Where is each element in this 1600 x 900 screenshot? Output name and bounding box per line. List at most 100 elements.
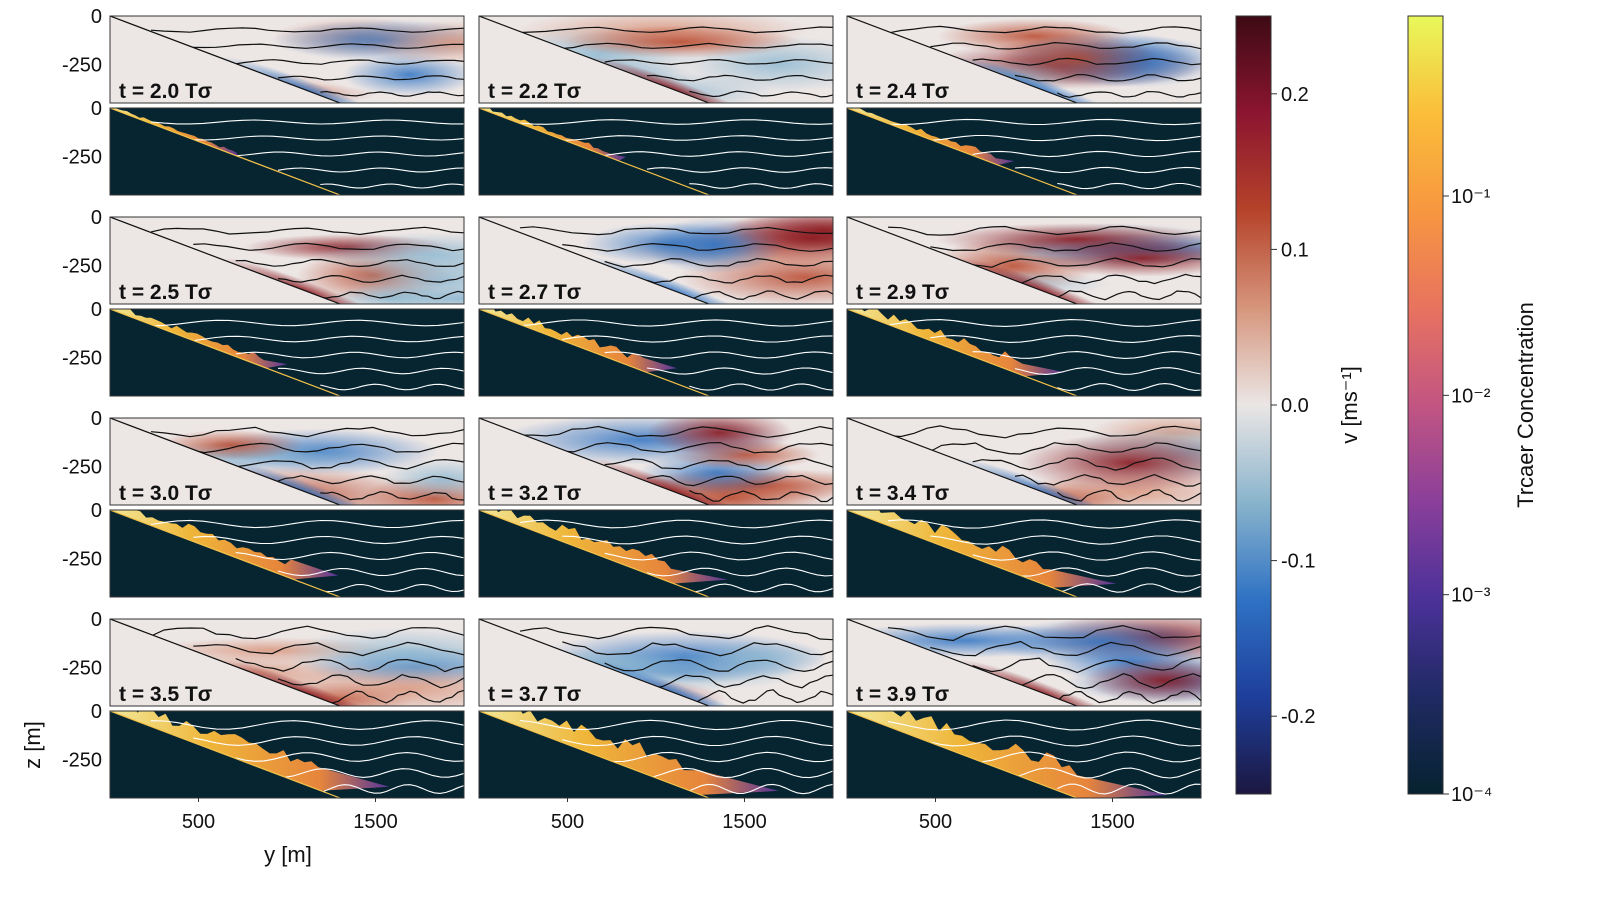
slope-line — [479, 418, 710, 505]
velocity-colorbar-tick-label: -0.2 — [1281, 706, 1315, 728]
slope-line — [110, 108, 341, 195]
velocity-contour — [1014, 673, 1201, 690]
tracer-contour — [689, 583, 833, 593]
panel-time-label: t = 2.4 Tσ — [856, 80, 949, 103]
velocity-contour — [646, 74, 833, 82]
velocity-contour — [519, 625, 833, 641]
z-tick-label: -250 — [62, 54, 102, 76]
velocity-contour — [604, 257, 833, 268]
velocity-contour — [930, 640, 1201, 657]
z-tick-label: -250 — [62, 146, 102, 168]
slope-line — [847, 619, 1078, 706]
z-tick-label: 0 — [91, 98, 102, 120]
velocity-panel-9: t = 3.4 Tσ — [846, 417, 1202, 506]
z-tick-label: -250 — [62, 548, 102, 570]
velocity-panel-6: t = 2.9 Tσ — [846, 216, 1202, 305]
velocity-contour — [193, 442, 464, 454]
z-tick-label: 0 — [91, 609, 102, 631]
tracer-contour — [972, 551, 1201, 561]
tracer-contour — [562, 735, 833, 747]
velocity-colorbar-gradient — [1235, 15, 1272, 795]
tracer-contour — [1057, 783, 1201, 795]
slope-line — [110, 309, 341, 396]
tracer-contour — [972, 351, 1201, 359]
velocity-contour — [1014, 273, 1201, 285]
z-tick-label: 0 — [91, 500, 102, 522]
y-tick-label: 500 — [919, 811, 952, 833]
velocity-panel-1: t = 2.0 Tσ — [109, 15, 465, 104]
slope-line — [479, 510, 710, 597]
slope-line — [110, 16, 341, 103]
tracer-contour — [1057, 583, 1201, 593]
velocity-contour — [562, 242, 833, 252]
tracer-contour — [320, 383, 464, 391]
slope-line — [479, 309, 710, 396]
tracer-contour — [646, 767, 833, 779]
velocity-contour — [150, 625, 464, 640]
tracer-contour — [150, 119, 464, 125]
tracer-contour — [320, 583, 464, 593]
z-tick-label: -250 — [62, 749, 102, 771]
z-tick-label: 0 — [91, 299, 102, 321]
panel-time-label: t = 3.0 Tσ — [119, 482, 212, 505]
velocity-contour — [1014, 73, 1201, 82]
tracer-contour — [1014, 166, 1201, 174]
slope-line — [479, 619, 710, 706]
velocity-contour — [972, 457, 1201, 471]
z-tick-label: -250 — [62, 347, 102, 369]
panel-time-label: t = 3.4 Tσ — [856, 482, 949, 505]
panel-time-label: t = 3.7 Tσ — [488, 683, 581, 706]
tracer-contour — [277, 367, 464, 375]
velocity-contour — [320, 491, 464, 501]
velocity-contour — [604, 58, 833, 66]
slope-line — [847, 16, 1078, 103]
velocity-contour — [689, 290, 833, 301]
tracer-contour — [235, 351, 464, 359]
velocity-contour — [320, 290, 464, 300]
velocity-contour — [972, 656, 1201, 674]
panel-grid: t = 2.0 Tσ 0 -250 0 -250 t = 2.2 Tσ t = 2.4 Tσ… — [62, 6, 1202, 833]
tracer-contour — [235, 151, 464, 157]
velocity-contour — [689, 90, 833, 98]
velocity-contour — [150, 426, 464, 438]
velocity-colorbar-tick-label: 0.0 — [1281, 395, 1309, 417]
y-tick-label: 1500 — [1090, 811, 1135, 833]
slope-line — [479, 711, 710, 798]
velocity-panel-12: t = 3.9 Tσ — [846, 618, 1202, 707]
velocity-contour — [604, 659, 833, 673]
tracer-colorbar-tick-label: 10⁻³ — [1451, 585, 1491, 607]
tracer-contour — [887, 319, 1201, 327]
tracer-plume — [480, 108, 626, 161]
tracer-panel-6 — [846, 308, 1202, 397]
tracer-contour — [1014, 767, 1201, 779]
tracer-plume — [480, 510, 728, 584]
axes: z [m] y [m] — [20, 721, 312, 867]
velocity-contour — [277, 673, 464, 689]
velocity-contour — [1056, 489, 1201, 503]
tracer-contour — [1014, 567, 1201, 577]
panel-time-label: t = 2.2 Tσ — [488, 80, 581, 103]
tracer-colorbar-title: Trcaer Concentration — [1513, 302, 1538, 508]
tracer-plume — [848, 711, 1168, 798]
slope-line — [847, 108, 1078, 195]
tracer-colorbar-tick-label: 10⁻² — [1451, 385, 1491, 407]
velocity-panel-4: t = 2.5 Tσ — [109, 216, 465, 305]
tracer-contour — [646, 567, 833, 577]
velocity-contour — [1057, 290, 1201, 301]
velocity-panel-2: t = 2.2 Tσ — [478, 15, 834, 104]
z-axis-title: z [m] — [20, 721, 45, 769]
tracer-panel-11 — [478, 710, 834, 799]
tracer-panel-4 — [109, 308, 465, 397]
tracer-contour — [604, 151, 833, 157]
velocity-panel-5: t = 2.7 Tσ — [478, 216, 834, 305]
tracer-panel-7 — [109, 509, 465, 598]
velocity-contour — [193, 242, 464, 252]
slope-line — [479, 108, 710, 195]
tracer-contour — [277, 567, 464, 577]
slope-line — [110, 217, 341, 304]
tracer-colorbar: Trcaer Concentration 10⁻¹ 10⁻² 10⁻³ 10⁻⁴ — [1407, 15, 1538, 806]
panel-time-label: t = 2.0 Tσ — [119, 80, 212, 103]
tracer-plume — [848, 309, 1066, 377]
velocity-contour — [277, 274, 464, 283]
tracer-contour — [320, 183, 464, 189]
